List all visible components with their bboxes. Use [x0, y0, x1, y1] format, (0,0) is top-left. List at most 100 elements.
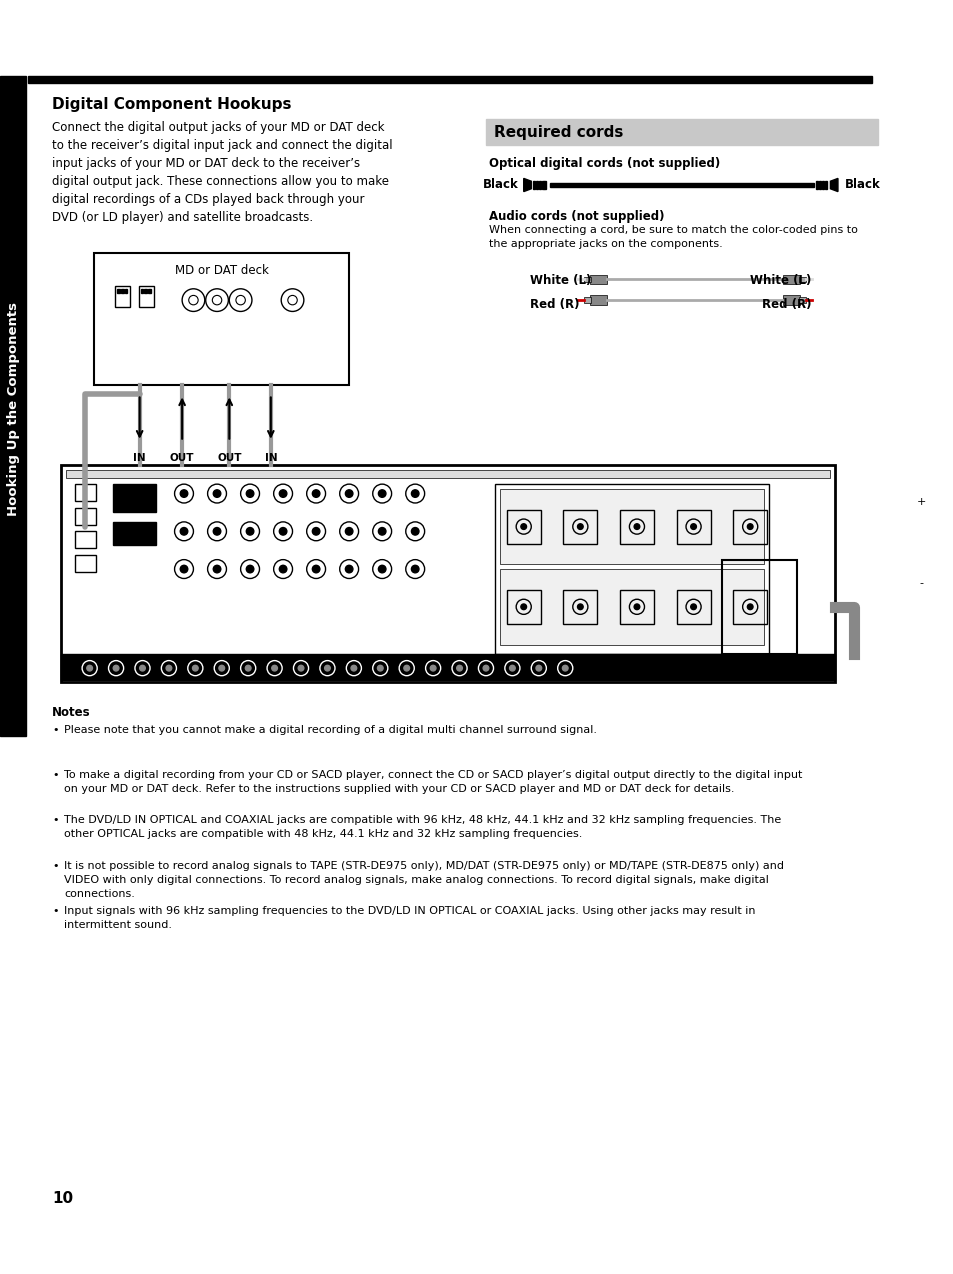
Circle shape [562, 665, 567, 671]
Bar [148, 289, 151, 293]
Circle shape [180, 566, 188, 573]
Text: White (L): White (L) [530, 274, 591, 287]
Polygon shape [829, 178, 837, 191]
Bar [29, 75, 871, 83]
Text: Digital Component Hookups: Digital Component Hookups [51, 97, 291, 112]
Circle shape [536, 665, 541, 671]
Bar [75, 484, 96, 501]
Text: •: • [51, 725, 58, 735]
Circle shape [279, 489, 287, 497]
Bar [563, 590, 597, 624]
Bar [799, 276, 805, 283]
Bar [140, 289, 143, 293]
Circle shape [345, 489, 353, 497]
Bar [821, 181, 823, 189]
Bar [782, 296, 800, 304]
Text: +: + [916, 497, 925, 507]
Circle shape [520, 604, 526, 610]
Bar [506, 590, 540, 624]
Circle shape [218, 665, 224, 671]
Bar [583, 297, 590, 303]
Text: IN: IN [133, 454, 146, 462]
Text: Input signals with 96 kHz sampling frequencies to the DVD/LD IN OPTICAL or COAXI: Input signals with 96 kHz sampling frequ… [64, 906, 755, 930]
Bar [550, 183, 814, 187]
Circle shape [246, 527, 253, 535]
Circle shape [180, 527, 188, 535]
Circle shape [690, 604, 696, 610]
Bar [676, 590, 710, 624]
Circle shape [324, 665, 330, 671]
Bar [66, 470, 829, 478]
Text: Black: Black [483, 178, 518, 191]
Bar [0, 75, 27, 736]
Text: To make a digital recording from your CD or SACD player, connect the CD or SACD : To make a digital recording from your CD… [64, 769, 801, 794]
Circle shape [213, 566, 220, 573]
Circle shape [634, 524, 639, 530]
Circle shape [345, 527, 353, 535]
Bar [113, 484, 155, 512]
Bar [115, 285, 131, 307]
Bar [589, 275, 606, 284]
Text: Black: Black [843, 178, 880, 191]
Bar [676, 510, 710, 544]
Circle shape [430, 665, 436, 671]
Circle shape [272, 665, 277, 671]
Bar [75, 555, 96, 572]
Circle shape [351, 665, 356, 671]
Text: •: • [51, 815, 58, 826]
Text: MD or DAT deck: MD or DAT deck [174, 264, 269, 278]
Circle shape [520, 524, 526, 530]
Bar [799, 297, 805, 303]
Bar [121, 289, 124, 293]
Text: •: • [51, 769, 58, 780]
Bar [536, 181, 537, 189]
Text: When connecting a cord, be sure to match the color-coded pins to
the appropriate: When connecting a cord, be sure to match… [488, 224, 857, 248]
Text: Required cords: Required cords [493, 125, 622, 140]
Bar [94, 254, 349, 385]
Bar [589, 296, 606, 304]
Text: Please note that you cannot make a digital recording of a digital multi channel : Please note that you cannot make a digit… [64, 725, 597, 735]
Circle shape [298, 665, 304, 671]
Bar [125, 289, 128, 293]
Text: •: • [51, 861, 58, 870]
Bar [563, 510, 597, 544]
Text: IN: IN [264, 454, 276, 462]
Bar [113, 522, 155, 545]
Circle shape [482, 665, 488, 671]
Text: The DVD/LD IN OPTICAL and COAXIAL jacks are compatible with 96 kHz, 48 kHz, 44.1: The DVD/LD IN OPTICAL and COAXIAL jacks … [64, 815, 781, 840]
Circle shape [746, 524, 752, 530]
Circle shape [456, 665, 462, 671]
Circle shape [246, 489, 253, 497]
Circle shape [312, 566, 319, 573]
Circle shape [113, 665, 119, 671]
Bar [733, 510, 766, 544]
Circle shape [378, 566, 386, 573]
Bar [819, 181, 821, 189]
Text: OUT: OUT [170, 454, 194, 462]
Circle shape [378, 527, 386, 535]
Bar [61, 654, 834, 680]
Circle shape [312, 527, 319, 535]
Text: -: - [919, 578, 923, 589]
Bar [782, 275, 800, 284]
Circle shape [166, 665, 172, 671]
Bar [506, 510, 540, 544]
Text: •: • [51, 906, 58, 916]
Circle shape [213, 489, 220, 497]
Circle shape [245, 665, 251, 671]
Bar [583, 276, 590, 283]
Bar [816, 181, 818, 189]
Bar [721, 559, 797, 654]
Circle shape [634, 604, 639, 610]
Circle shape [312, 489, 319, 497]
Circle shape [411, 489, 418, 497]
Circle shape [690, 524, 696, 530]
Circle shape [279, 527, 287, 535]
Text: White (L): White (L) [749, 274, 811, 287]
Bar [499, 489, 763, 564]
Bar [75, 508, 96, 525]
Circle shape [279, 566, 287, 573]
Bar [61, 465, 834, 683]
Bar [144, 289, 147, 293]
Text: Red (R): Red (R) [761, 298, 811, 311]
